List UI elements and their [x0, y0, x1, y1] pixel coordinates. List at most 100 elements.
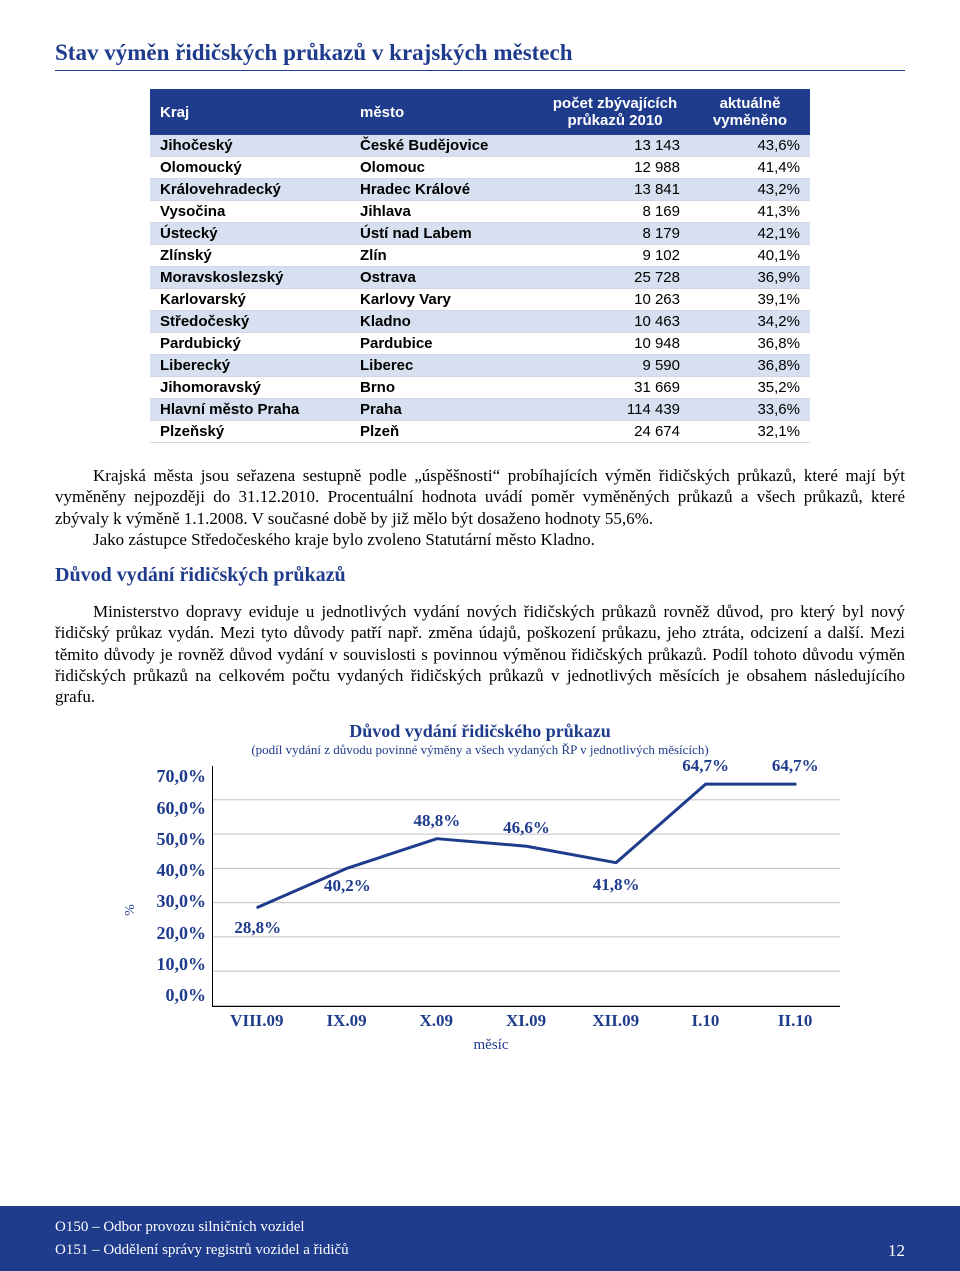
cell-kraj: Liberecký [150, 355, 350, 377]
y-tick: 30,0% [142, 891, 206, 912]
x-tick: IX.09 [302, 1007, 392, 1031]
cell-pct: 42,1% [690, 223, 810, 245]
y-tick: 20,0% [142, 923, 206, 944]
sub-heading: Důvod vydání řidičských průkazů [55, 564, 905, 587]
cell-mesto: Pardubice [350, 333, 540, 355]
cell-pocet: 10 948 [540, 333, 690, 355]
plot-column: 70,0%60,0%50,0%40,0%30,0%20,0%10,0%0,0% … [142, 766, 840, 1054]
cell-mesto: Zlín [350, 245, 540, 267]
cell-pocet: 8 169 [540, 201, 690, 223]
y-axis-label: % [120, 766, 142, 1054]
cell-mesto: Jihlava [350, 201, 540, 223]
cell-pct: 33,6% [690, 399, 810, 421]
cell-pocet: 8 179 [540, 223, 690, 245]
y-ticks: 70,0%60,0%50,0%40,0%30,0%20,0%10,0%0,0% [142, 766, 212, 1006]
data-label: 41,8% [593, 875, 640, 895]
cell-pct: 32,1% [690, 421, 810, 443]
paragraph-1-text: Krajská města jsou seřazena sestupně pod… [55, 466, 905, 528]
table-row: KarlovarskýKarlovy Vary10 26339,1% [150, 289, 810, 311]
cell-kraj: Pardubický [150, 333, 350, 355]
table-row: LibereckýLiberec9 59036,8% [150, 355, 810, 377]
cell-kraj: Jihočeský [150, 135, 350, 157]
cell-pct: 41,4% [690, 157, 810, 179]
cell-kraj: Plzeňský [150, 421, 350, 443]
table-row: OlomouckýOlomouc12 98841,4% [150, 157, 810, 179]
page: Stav výměn řidičských průkazů v krajskýc… [0, 0, 960, 1271]
x-tick: VIII.09 [212, 1007, 302, 1031]
data-label: 40,2% [324, 876, 371, 896]
y-tick: 60,0% [142, 798, 206, 819]
data-label: 46,6% [503, 818, 550, 838]
cell-pocet: 31 669 [540, 377, 690, 399]
paragraph-2-text: Ministerstvo dopravy eviduje u jednotliv… [55, 602, 905, 706]
data-label: 64,7% [682, 756, 729, 776]
table-row: MoravskoslezskýOstrava25 72836,9% [150, 267, 810, 289]
cell-kraj: Olomoucký [150, 157, 350, 179]
title-rule [55, 70, 905, 71]
table-row: ÚsteckýÚstí nad Labem8 17942,1% [150, 223, 810, 245]
th-mesto: město [350, 89, 540, 135]
cell-kraj: Ústecký [150, 223, 350, 245]
table-row: JihočeskýČeské Budějovice13 14343,6% [150, 135, 810, 157]
table-row: PlzeňskýPlzeň24 67432,1% [150, 421, 810, 443]
x-axis-label: měsíc [142, 1037, 840, 1054]
cell-pocet: 114 439 [540, 399, 690, 421]
cell-mesto: Liberec [350, 355, 540, 377]
cell-mesto: Brno [350, 377, 540, 399]
y-tick: 40,0% [142, 860, 206, 881]
x-tick: XII.09 [571, 1007, 661, 1031]
plot-area: 28,8%40,2%48,8%46,6%41,8%64,7%64,7% [212, 766, 840, 1007]
cell-kraj: Karlovarský [150, 289, 350, 311]
page-number: 12 [888, 1241, 905, 1261]
cell-pct: 43,2% [690, 179, 810, 201]
cell-pocet: 25 728 [540, 267, 690, 289]
cell-pct: 34,2% [690, 311, 810, 333]
chart-area: % 70,0%60,0%50,0%40,0%30,0%20,0%10,0%0,0… [120, 766, 840, 1054]
cell-kraj: Jihomoravský [150, 377, 350, 399]
cell-mesto: Olomouc [350, 157, 540, 179]
table-row: Hlavní město PrahaPraha114 43933,6% [150, 399, 810, 421]
table-header-row: Kraj město počet zbývajících průkazů 201… [150, 89, 810, 135]
y-tick: 10,0% [142, 954, 206, 975]
cell-mesto: Hradec Králové [350, 179, 540, 201]
cell-pct: 43,6% [690, 135, 810, 157]
cell-pct: 36,8% [690, 355, 810, 377]
cell-pocet: 10 463 [540, 311, 690, 333]
y-tick: 0,0% [142, 985, 206, 1006]
x-tick: XI.09 [481, 1007, 571, 1031]
table-row: JihomoravskýBrno31 66935,2% [150, 377, 810, 399]
chart: Důvod vydání řidičského průkazu (podíl v… [120, 721, 840, 1054]
cell-mesto: Ústí nad Labem [350, 223, 540, 245]
cell-mesto: Plzeň [350, 421, 540, 443]
cell-pocet: 24 674 [540, 421, 690, 443]
cell-pct: 35,2% [690, 377, 810, 399]
chart-subtitle: (podíl vydání z důvodu povinné výměny a … [120, 742, 840, 758]
cell-pocet: 9 590 [540, 355, 690, 377]
x-tick: I.10 [661, 1007, 751, 1031]
table-row: ZlínskýZlín9 10240,1% [150, 245, 810, 267]
th-pocet: počet zbývajících průkazů 2010 [540, 89, 690, 135]
page-footer: O150 – Odbor provozu silničních vozidel … [0, 1206, 960, 1271]
cell-kraj: Vysočina [150, 201, 350, 223]
table-row: PardubickýPardubice10 94836,8% [150, 333, 810, 355]
th-kraj: Kraj [150, 89, 350, 135]
paragraph-1: Krajská města jsou seřazena sestupně pod… [55, 465, 905, 550]
cell-pocet: 13 143 [540, 135, 690, 157]
cell-pct: 39,1% [690, 289, 810, 311]
regions-table: Kraj město počet zbývajících průkazů 201… [150, 89, 810, 443]
data-label: 48,8% [414, 811, 461, 831]
footer-line1: O150 – Odbor provozu silničních vozidel [55, 1216, 349, 1239]
data-label: 64,7% [772, 756, 819, 776]
table-row: StředočeskýKladno10 46334,2% [150, 311, 810, 333]
line-svg [213, 766, 840, 1006]
x-tick: X.09 [391, 1007, 481, 1031]
cell-kraj: Královehradecký [150, 179, 350, 201]
x-ticks: VIII.09IX.09X.09XI.09XII.09I.10II.10 [212, 1007, 840, 1031]
cell-kraj: Zlínský [150, 245, 350, 267]
x-tick: II.10 [750, 1007, 840, 1031]
y-tick: 70,0% [142, 766, 206, 787]
cell-pocet: 9 102 [540, 245, 690, 267]
cell-pocet: 13 841 [540, 179, 690, 201]
footer-line2: O151 – Oddělení správy registrů vozidel … [55, 1239, 349, 1262]
cell-kraj: Středočeský [150, 311, 350, 333]
